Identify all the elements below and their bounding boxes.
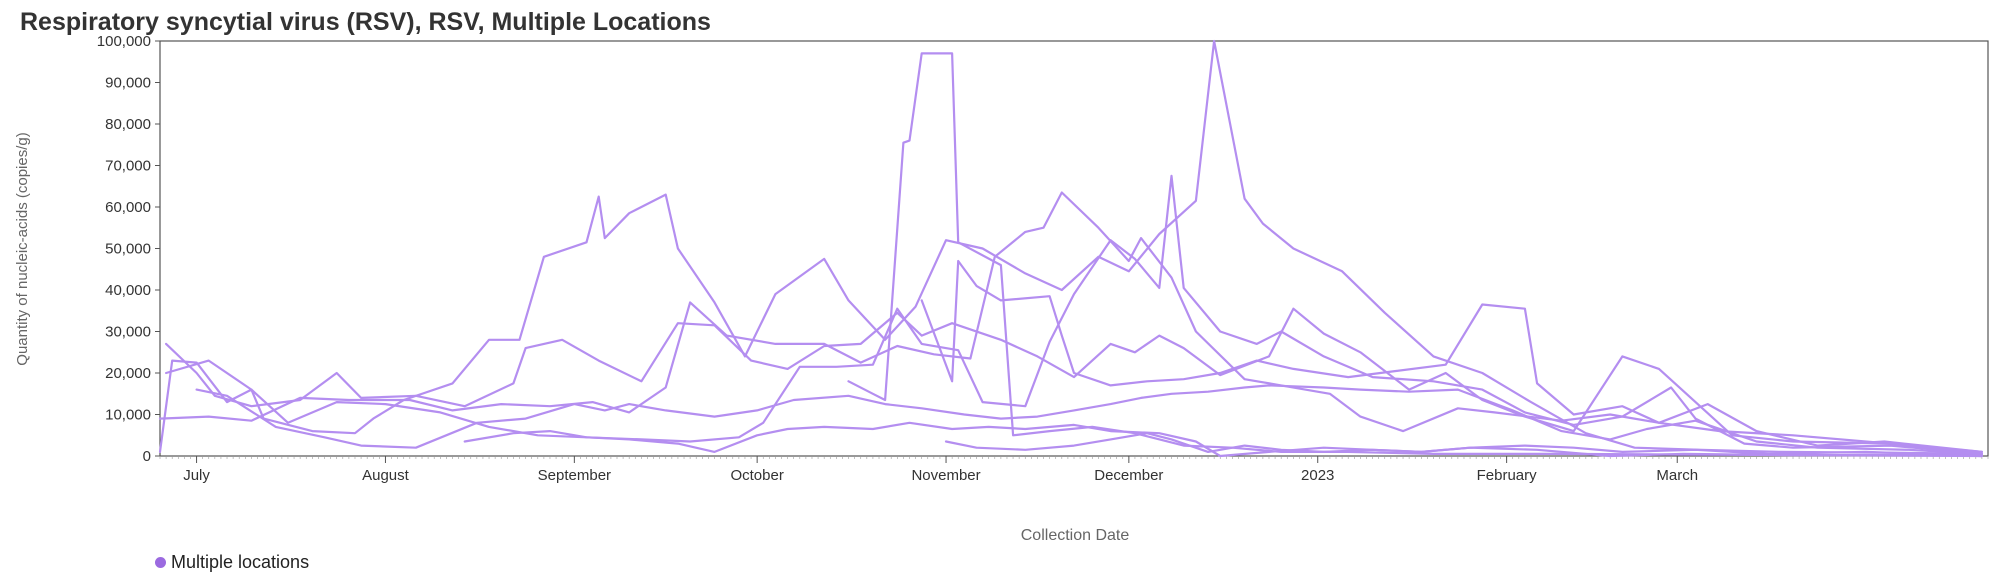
page-title: Respiratory syncytial virus (RSV), RSV, … xyxy=(20,8,711,36)
series-line-3 xyxy=(165,307,1983,455)
y-tick-label: 40,000 xyxy=(105,282,151,299)
x-tick-label: December xyxy=(1094,467,1163,484)
y-tick-label: 100,000 xyxy=(97,33,151,50)
y-tick-label: 60,000 xyxy=(105,199,151,216)
series-line-4 xyxy=(165,174,1983,455)
y-tick-label: 30,000 xyxy=(105,324,151,341)
x-tick-label: August xyxy=(362,467,410,484)
y-tick-label: 0 xyxy=(143,448,151,465)
y-axis: 0 10,000 20,000 30,000 40,000 50,000 60,000 70,… xyxy=(97,33,160,465)
y-tick-label: 20,000 xyxy=(105,365,151,382)
series-line-9 xyxy=(920,259,1983,453)
x-tick-label: November xyxy=(911,467,980,484)
x-axis: July August September October November Decemb… xyxy=(159,456,1989,484)
y-tick-label: 70,000 xyxy=(105,158,151,175)
x-tick-label: February xyxy=(1477,467,1538,484)
y-tick-label: 80,000 xyxy=(105,116,151,133)
legend[interactable]: Multiple locations xyxy=(155,552,309,573)
legend-label: Multiple locations xyxy=(171,552,310,572)
x-axis-label: Collection Date xyxy=(1021,527,1130,544)
y-tick-label: 50,000 xyxy=(105,241,151,258)
x-tick-label: 2023 xyxy=(1301,467,1334,484)
y-tick-label: 10,000 xyxy=(105,407,151,424)
series-line-5 xyxy=(195,384,1983,455)
series-line-2 xyxy=(158,191,1983,453)
x-tick-label: March xyxy=(1656,467,1698,484)
series-layer xyxy=(158,39,1983,458)
x-tick-label: October xyxy=(730,467,783,484)
series-line-8 xyxy=(847,52,1983,458)
y-tick-label: 90,000 xyxy=(105,75,151,92)
x-tick-label: July xyxy=(183,467,210,484)
x-tick-label: September xyxy=(538,467,611,484)
legend-marker xyxy=(155,557,166,568)
y-axis-label: Quantity of nucleic-acids (copies/g) xyxy=(14,132,31,365)
plot-area xyxy=(159,40,1989,457)
series-line-1 xyxy=(158,39,1983,455)
plot-border xyxy=(159,40,1989,457)
